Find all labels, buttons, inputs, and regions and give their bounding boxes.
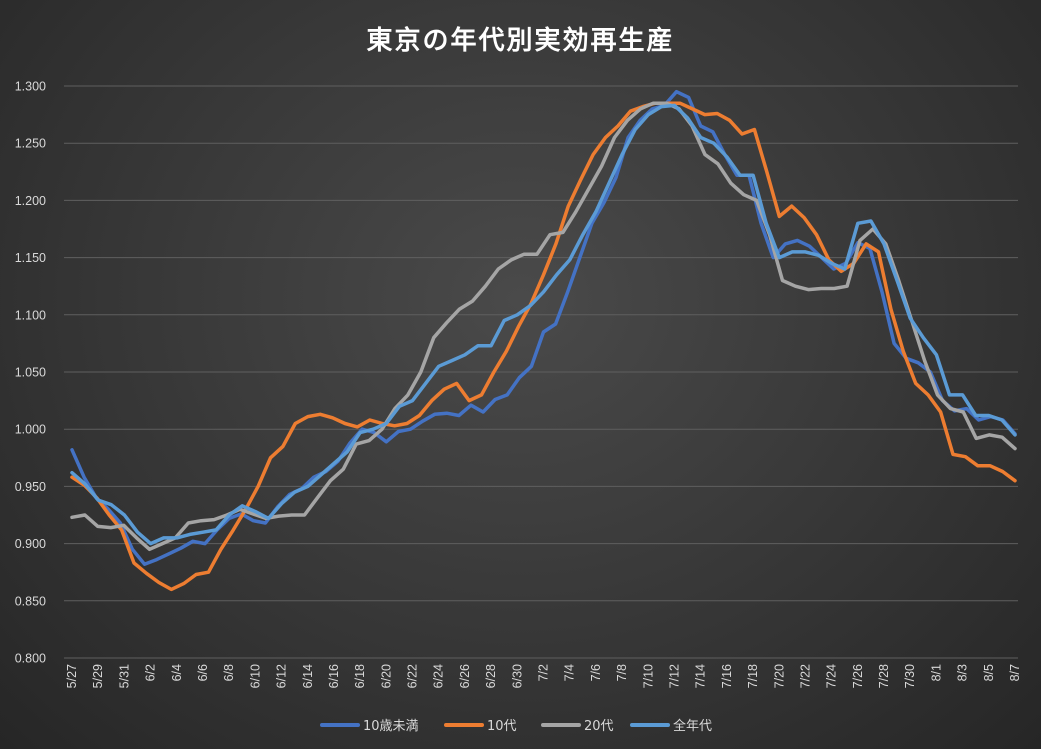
x-tick-label: 7/18: [746, 664, 760, 688]
x-axis-ticks: 5/27 5/29 5/31 6/2 6/4 6/6 6/8 6/10 6/12 6/14 6/16…: [65, 664, 1022, 688]
x-tick-label: 7/24: [825, 664, 839, 688]
series-line-3: [70, 103, 1017, 546]
y-tick-label: 0.800: [15, 652, 46, 666]
x-tick-label: 7/14: [694, 664, 708, 688]
legend-label: 20代: [584, 719, 614, 734]
x-tick-label: 6/4: [170, 664, 184, 681]
x-tick-label: 7/16: [720, 664, 734, 688]
series-line-0: [70, 89, 1017, 566]
x-tick-label: 5/31: [117, 664, 131, 688]
y-tick-label: 0.950: [15, 480, 46, 494]
x-tick-label: 7/28: [877, 664, 891, 688]
x-tick-label: 6/12: [275, 664, 289, 688]
x-tick-label: 8/3: [956, 664, 970, 681]
series-line-2: [70, 101, 1017, 552]
x-tick-label: 6/28: [484, 664, 498, 688]
y-tick-label: 0.900: [15, 537, 46, 551]
x-tick-label: 6/10: [248, 664, 262, 688]
x-tick-label: 6/20: [379, 664, 393, 688]
y-tick-label: 1.050: [15, 366, 46, 380]
legend-label: 10歳未満: [363, 719, 419, 734]
x-tick-label: 7/8: [615, 664, 629, 681]
y-tick-label: 1.000: [15, 423, 46, 437]
x-tick-label: 6/30: [510, 664, 524, 688]
legend-label: 10代: [487, 719, 517, 734]
legend-label: 全年代: [673, 718, 712, 734]
legend: 10歳未満 10代 20代 全年代: [320, 718, 712, 734]
y-tick-label: 0.850: [15, 594, 46, 608]
x-tick-label: 7/20: [772, 664, 786, 688]
x-tick-label: 6/8: [222, 664, 236, 681]
x-tick-label: 7/10: [641, 664, 655, 688]
x-tick-label: 6/24: [432, 664, 446, 688]
y-axis-ticks: 1.300 1.250 1.200 1.150 1.100 1.050 1.000 0.950…: [15, 80, 46, 666]
x-tick-label: 6/18: [353, 664, 367, 688]
x-tick-label: 6/14: [301, 664, 315, 688]
y-tick-label: 1.100: [15, 308, 46, 322]
y-tick-label: 1.150: [15, 251, 46, 265]
series-line-1: [70, 101, 1017, 592]
x-tick-label: 7/26: [851, 664, 865, 688]
y-tick-label: 1.250: [15, 137, 46, 151]
y-tick-label: 1.300: [15, 80, 46, 94]
x-tick-label: 6/6: [196, 664, 210, 681]
x-tick-label: 5/29: [91, 664, 105, 688]
x-tick-label: 7/4: [563, 664, 577, 681]
x-tick-label: 6/26: [458, 664, 472, 688]
x-tick-label: 8/1: [929, 664, 943, 681]
x-tick-label: 8/5: [982, 664, 996, 681]
x-tick-label: 6/16: [327, 664, 341, 688]
x-tick-label: 7/22: [798, 664, 812, 688]
x-tick-label: 7/12: [667, 664, 681, 688]
chart-title: 東京の年代別実効再生産: [366, 26, 675, 56]
y-tick-label: 1.200: [15, 194, 46, 208]
x-tick-label: 6/22: [406, 664, 420, 688]
x-tick-label: 7/30: [903, 664, 917, 688]
x-tick-label: 5/27: [65, 664, 79, 688]
x-tick-label: 7/2: [537, 664, 551, 681]
x-tick-label: 7/6: [589, 664, 603, 681]
x-tick-label: 6/2: [144, 664, 158, 681]
x-tick-label: 8/7: [1008, 664, 1022, 681]
series-lines: [70, 89, 1017, 592]
